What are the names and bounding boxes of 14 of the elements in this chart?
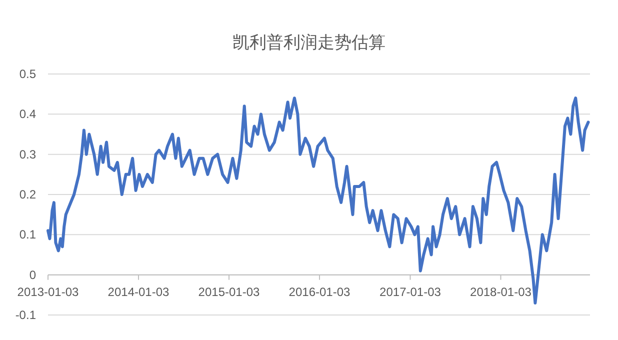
x-tick-label: 2013-01-03 [17, 284, 80, 299]
chart-title: 凯利普利润走势估算 [232, 33, 386, 52]
y-tick-label: 0.2 [19, 188, 36, 202]
x-tick-label: 2016-01-03 [288, 284, 351, 299]
y-tick-label: 0.5 [19, 67, 36, 81]
y-tick-label: 0.3 [19, 147, 36, 162]
y-tick-label: -0.1 [15, 308, 36, 322]
y-tick-label: 0.4 [19, 107, 36, 122]
y-tick-label: 0.1 [19, 228, 36, 242]
x-tick-label: 2018-01-03 [470, 284, 532, 299]
x-tick-label: 2015-01-03 [198, 284, 260, 299]
x-tick-label: 2014-01-03 [108, 284, 170, 299]
y-tick-label: 0 [29, 268, 36, 282]
x-tick-label: 2017-01-03 [380, 284, 442, 299]
